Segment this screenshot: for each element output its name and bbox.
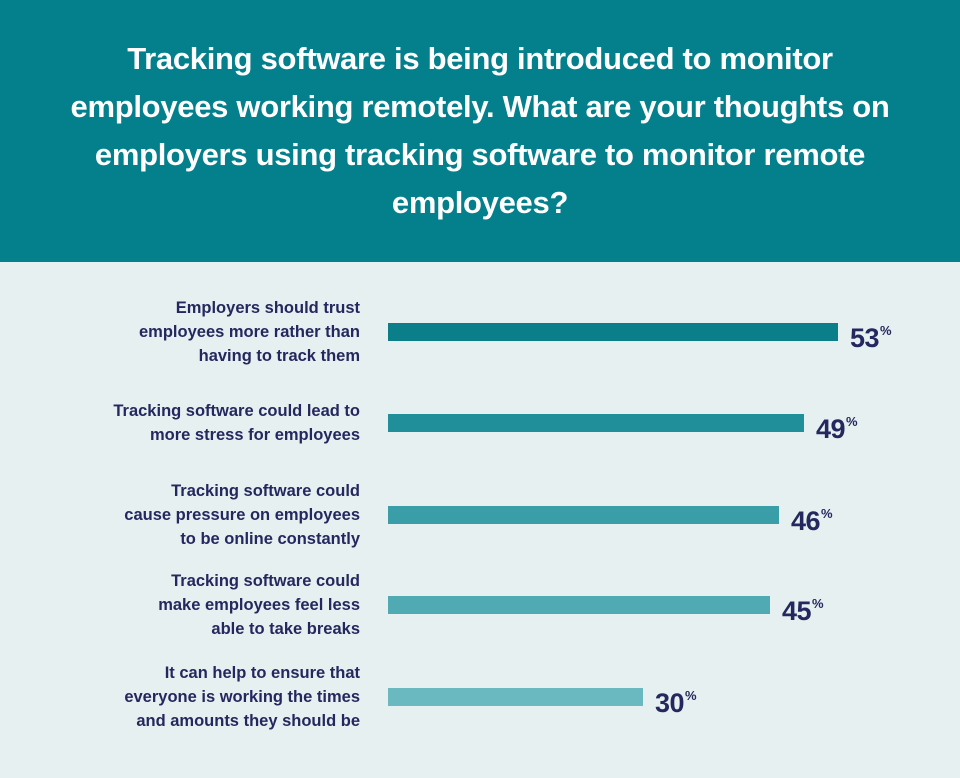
data-label: 30% — [655, 681, 697, 718]
bar — [388, 688, 643, 706]
data-label-value: 30 — [655, 688, 685, 718]
bar-chart: Employers should trust employees more ra… — [0, 262, 960, 778]
bar — [388, 323, 838, 341]
category-label: Employers should trust employees more ra… — [139, 299, 360, 365]
data-label-unit: % — [846, 414, 858, 429]
bar — [388, 414, 804, 432]
data-label-value: 46 — [791, 506, 821, 536]
bar — [388, 506, 779, 524]
chart-title: Tracking software is being introduced to… — [70, 41, 890, 220]
category-label: It can help to ensure that everyone is w… — [124, 664, 360, 730]
data-label-value: 45 — [782, 596, 812, 626]
data-label: 46% — [791, 499, 833, 536]
data-label: 49% — [816, 407, 858, 444]
data-label-value: 53 — [850, 323, 880, 353]
chart-header: Tracking software is being introduced to… — [0, 0, 960, 262]
category-label: Tracking software could cause pressure o… — [124, 482, 360, 548]
data-label-unit: % — [821, 506, 833, 521]
data-label-value: 49 — [816, 414, 846, 444]
data-label-unit: % — [880, 323, 892, 338]
category-label: Tracking software could make employees f… — [158, 572, 360, 638]
data-label: 45% — [782, 589, 824, 626]
data-label-unit: % — [812, 596, 824, 611]
data-label-unit: % — [685, 688, 697, 703]
bar — [388, 596, 770, 614]
data-label: 53% — [850, 316, 892, 353]
category-label: Tracking software could lead to more str… — [113, 402, 360, 444]
